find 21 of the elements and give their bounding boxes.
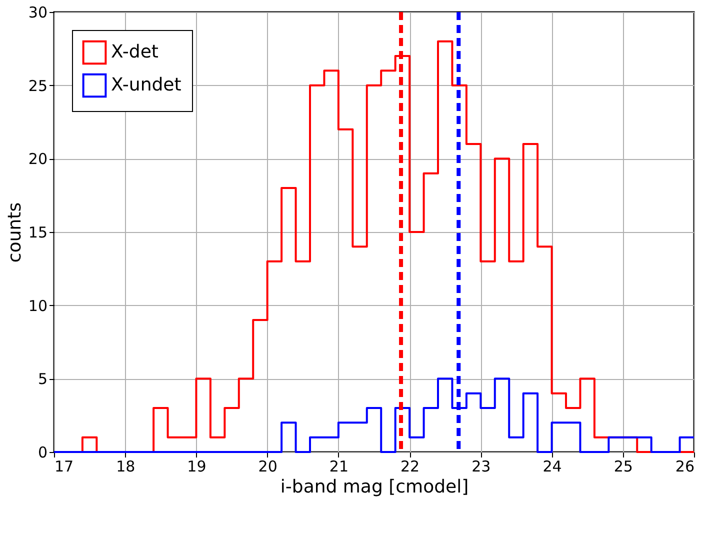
legend-label: X-undet [111, 74, 182, 96]
x-tick-label: 22 [400, 458, 420, 476]
y-tick-label: 25 [28, 76, 48, 95]
legend-label: X-det [111, 42, 158, 62]
x-tick-label: 23 [472, 458, 491, 476]
x-tick-label: 18 [116, 458, 136, 476]
x-tick-label: 19 [187, 458, 206, 476]
x-tick-label: 21 [329, 458, 348, 476]
y-tick-label: 30 [28, 4, 48, 22]
x-tick-label: 24 [542, 458, 562, 476]
x-tick-label: 20 [258, 458, 278, 476]
y-tick-label: 5 [38, 370, 48, 388]
y-axis-title: counts [4, 202, 26, 263]
y-tick-label: 10 [28, 296, 48, 315]
y-tick-label: 0 [38, 444, 48, 462]
x-tick-label: 25 [614, 458, 633, 476]
y-tick-label: 15 [28, 224, 48, 242]
y-tick-label: 20 [28, 150, 48, 168]
x-axis-title: i-band mag [cmodel] [280, 476, 469, 498]
x-tick-label: 26 [675, 458, 694, 476]
x-tick-label: 17 [54, 458, 74, 476]
